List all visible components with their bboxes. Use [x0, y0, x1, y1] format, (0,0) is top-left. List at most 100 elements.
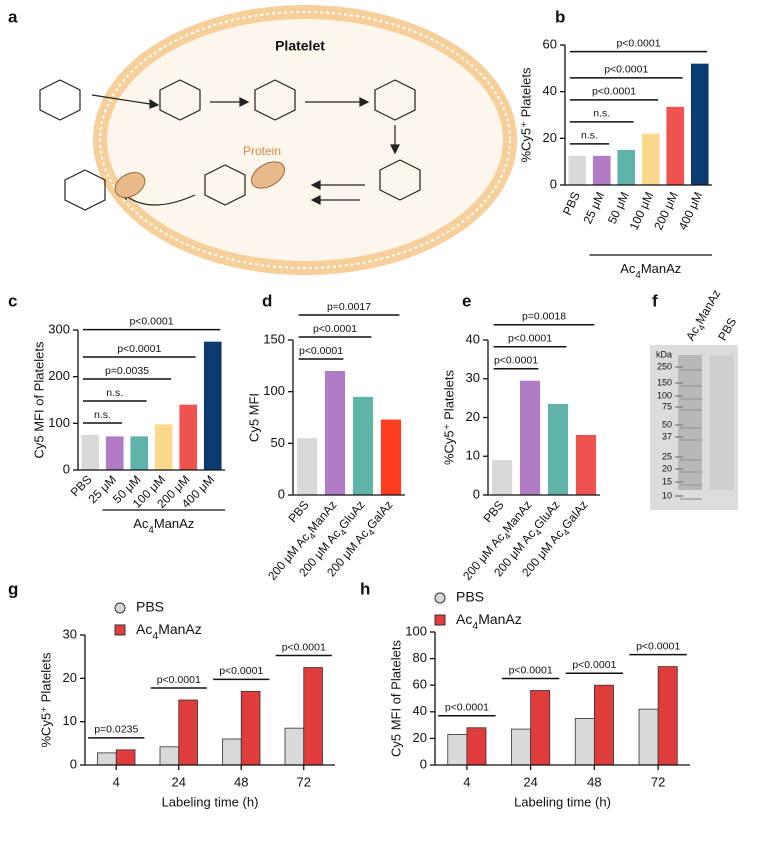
y-tick-label: 200: [48, 368, 70, 383]
bar: [690, 63, 709, 185]
bar: [447, 734, 468, 766]
gel-lane-label: PBS: [715, 315, 739, 343]
bar: [284, 727, 305, 766]
y-tick-label: 20: [413, 730, 427, 745]
significance-label: n.s.: [94, 409, 111, 421]
gel-marker-label: 50: [662, 419, 672, 429]
y-tick-label: 0: [420, 756, 427, 771]
y-axis-label: %Cy5⁺ Platelets: [38, 652, 53, 748]
y-tick-label: 50: [271, 435, 285, 450]
significance-label: p<0.0001: [508, 332, 552, 344]
bar: [97, 752, 117, 766]
bar: [178, 699, 198, 766]
y-tick-label: 100: [405, 623, 427, 638]
bar: [324, 371, 346, 495]
bar: [130, 436, 149, 470]
x-tick-label: 50 μM: [605, 190, 632, 226]
cell-label: Platelet: [275, 38, 325, 54]
y-tick-label: 100: [48, 415, 70, 430]
bar: [179, 404, 198, 470]
legend-marker: [114, 624, 126, 636]
group-label: Ac4ManAz: [620, 261, 681, 281]
x-tick-label: 48: [234, 774, 248, 789]
significance-label: p<0.0001: [592, 86, 636, 98]
y-tick-label: 10: [63, 713, 77, 728]
gel-marker-label: 10: [662, 490, 672, 500]
x-tick-label: PBS: [286, 498, 312, 525]
significance-label: p<0.0001: [129, 315, 173, 327]
bar: [575, 434, 597, 495]
significance-label: p<0.0001: [636, 640, 680, 652]
significance-label: p<0.0001: [219, 665, 263, 677]
legend-label: PBS: [456, 589, 484, 605]
y-tick-label: 60: [543, 36, 557, 51]
significance-label: p<0.0001: [494, 354, 538, 366]
y-tick-label: 300: [48, 321, 70, 336]
y-tick-label: 0: [278, 486, 285, 501]
gel-lane: [710, 355, 734, 490]
y-axis-label: Cy5 MFI of Platelets: [31, 341, 46, 459]
legend-label: PBS: [136, 599, 164, 615]
bar: [617, 150, 636, 185]
gel-lane: [678, 355, 702, 490]
bar: [511, 728, 532, 766]
x-tick-label: 24: [172, 774, 186, 789]
y-tick-label: 40: [543, 83, 557, 98]
bar: [240, 690, 261, 766]
bar: [593, 684, 614, 766]
x-tick-label: 4: [463, 774, 470, 789]
significance-label: p<0.0001: [282, 641, 326, 653]
significance-label: p<0.0001: [572, 659, 616, 671]
significance-label: p=0.0035: [105, 365, 149, 377]
legend-label: Ac4ManAz: [136, 621, 202, 642]
membrane-texture: [99, 11, 511, 269]
y-tick-label: 0: [70, 756, 77, 771]
legend-label: Ac4ManAz: [456, 611, 522, 632]
y-tick-label: 30: [466, 370, 480, 385]
gel-marker-label: 25: [662, 451, 672, 461]
y-tick-label: 150: [263, 331, 285, 346]
x-tick-label: 72: [651, 774, 665, 789]
gel-marker-label: 37: [662, 431, 672, 441]
panel-label: e: [462, 291, 471, 310]
panel-label: b: [555, 7, 565, 26]
protein: [250, 161, 286, 189]
bar: [547, 403, 569, 495]
molecules: [39, 79, 421, 211]
bar: [574, 718, 595, 766]
y-tick-label: 80: [413, 650, 427, 665]
significance-label: p<0.0001: [445, 702, 489, 714]
y-tick-label: 40: [466, 331, 480, 346]
bar: [491, 460, 513, 495]
bar: [81, 435, 100, 470]
panel-label: a: [8, 7, 18, 26]
bar: [222, 738, 242, 766]
protein-label: Protein: [243, 144, 281, 158]
significance-label: p<0.0001: [313, 323, 357, 335]
y-axis-label: %Cy5⁺ Platelets: [518, 67, 533, 163]
significance-label: n.s.: [106, 387, 123, 399]
significance-label: p=0.0018: [522, 310, 566, 322]
x-tick-label: 72: [297, 774, 311, 789]
bar: [154, 424, 173, 470]
gel-marker-label: 250: [657, 361, 672, 371]
bar: [203, 341, 222, 470]
gel-marker-label: 15: [662, 476, 672, 486]
group-label: Ac4ManAz: [133, 516, 194, 536]
x-tick-label: PBS: [560, 190, 583, 218]
bar: [380, 419, 402, 495]
significance-label: p<0.0001: [299, 345, 343, 357]
panel-label: c: [8, 291, 17, 310]
significance-label: n.s.: [581, 130, 598, 142]
bar: [519, 380, 541, 495]
panel-label: h: [360, 579, 370, 598]
legend-marker: [114, 602, 126, 614]
x-axis-label: Labeling time (h): [162, 794, 259, 809]
x-tick-label: PBS: [481, 498, 507, 525]
y-tick-label: 60: [413, 677, 427, 692]
significance-label: p=0.0235: [94, 724, 138, 736]
bar: [568, 155, 587, 185]
bar: [666, 106, 685, 185]
significance-label: p<0.0001: [117, 343, 161, 355]
